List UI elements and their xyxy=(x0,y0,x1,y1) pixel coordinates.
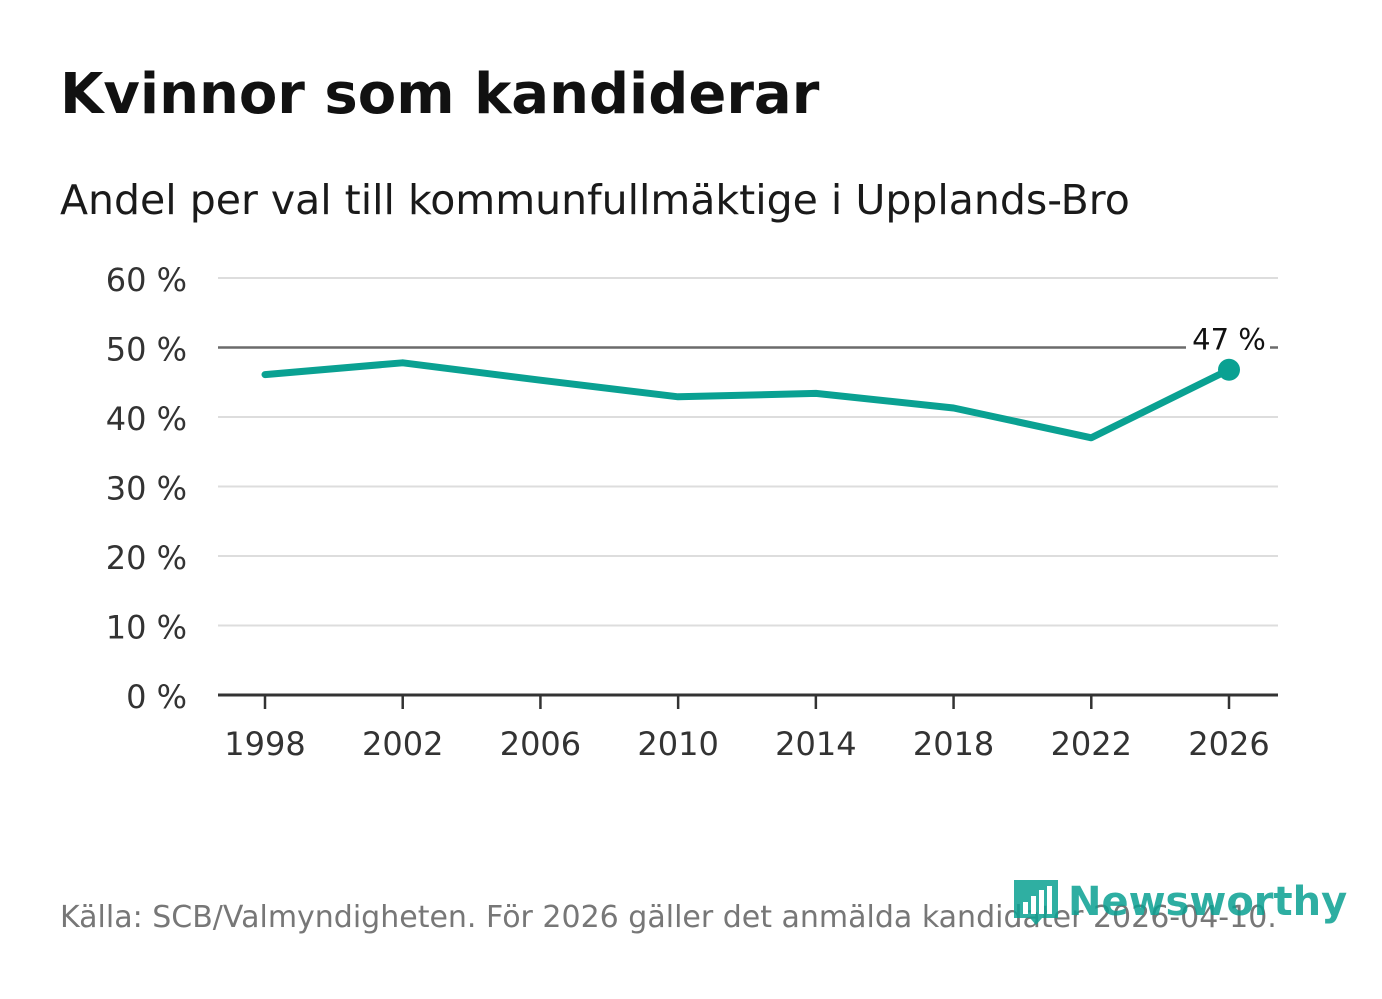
y-tick-label: 20 % xyxy=(106,539,187,577)
x-tick-label: 1998 xyxy=(224,725,305,763)
y-tick-label: 50 % xyxy=(106,331,187,369)
series-line xyxy=(261,359,1233,442)
end-point-marker xyxy=(1218,358,1240,381)
y-tick-label: 0 % xyxy=(126,678,187,716)
y-tick-label: 40 % xyxy=(106,400,187,438)
brand-logo: Newsworthy xyxy=(1012,878,1347,926)
newsworthy-logo-icon xyxy=(1014,880,1058,925)
x-axis-tick-labels: 1998 2002 2006 2010 2014 2018 2022 2026 xyxy=(224,695,1270,763)
x-tick-label: 2006 xyxy=(500,725,581,763)
chart-subtitle: Andel per val till kommunfullmäktige i U… xyxy=(60,176,1130,224)
data-series xyxy=(261,358,1240,442)
grid-lines xyxy=(218,277,1278,627)
data-labels: 47 %47 % xyxy=(1189,320,1269,360)
x-tick-label: 2002 xyxy=(362,725,443,763)
y-axis-tick-labels: 0 % 10 % 20 % 30 % 40 % 50 % 60 % xyxy=(106,261,187,716)
end-value-label-halo: 47 % xyxy=(1192,323,1266,357)
y-tick-label: 10 % xyxy=(106,609,187,647)
x-tick-label: 2022 xyxy=(1051,725,1132,763)
x-tick-label: 2026 xyxy=(1188,725,1269,763)
x-tick-label: 2018 xyxy=(913,725,994,763)
x-tick-label: 2014 xyxy=(775,725,856,763)
y-tick-label: 30 % xyxy=(106,470,187,508)
line-chart: 0 % 10 % 20 % 30 % 40 % 50 % 60 % 1998 2002 2006… xyxy=(106,261,1278,763)
brand-name: Newsworthy xyxy=(1068,879,1348,925)
end-value-label: 47 % xyxy=(1192,323,1266,357)
x-tick-label: 2010 xyxy=(637,725,718,763)
source-note: Källa: SCB/Valmyndigheten. För 2026 gäll… xyxy=(60,900,1277,935)
chart-title: Kvinnor som kandiderar xyxy=(60,62,820,127)
y-tick-label: 60 % xyxy=(106,261,187,299)
